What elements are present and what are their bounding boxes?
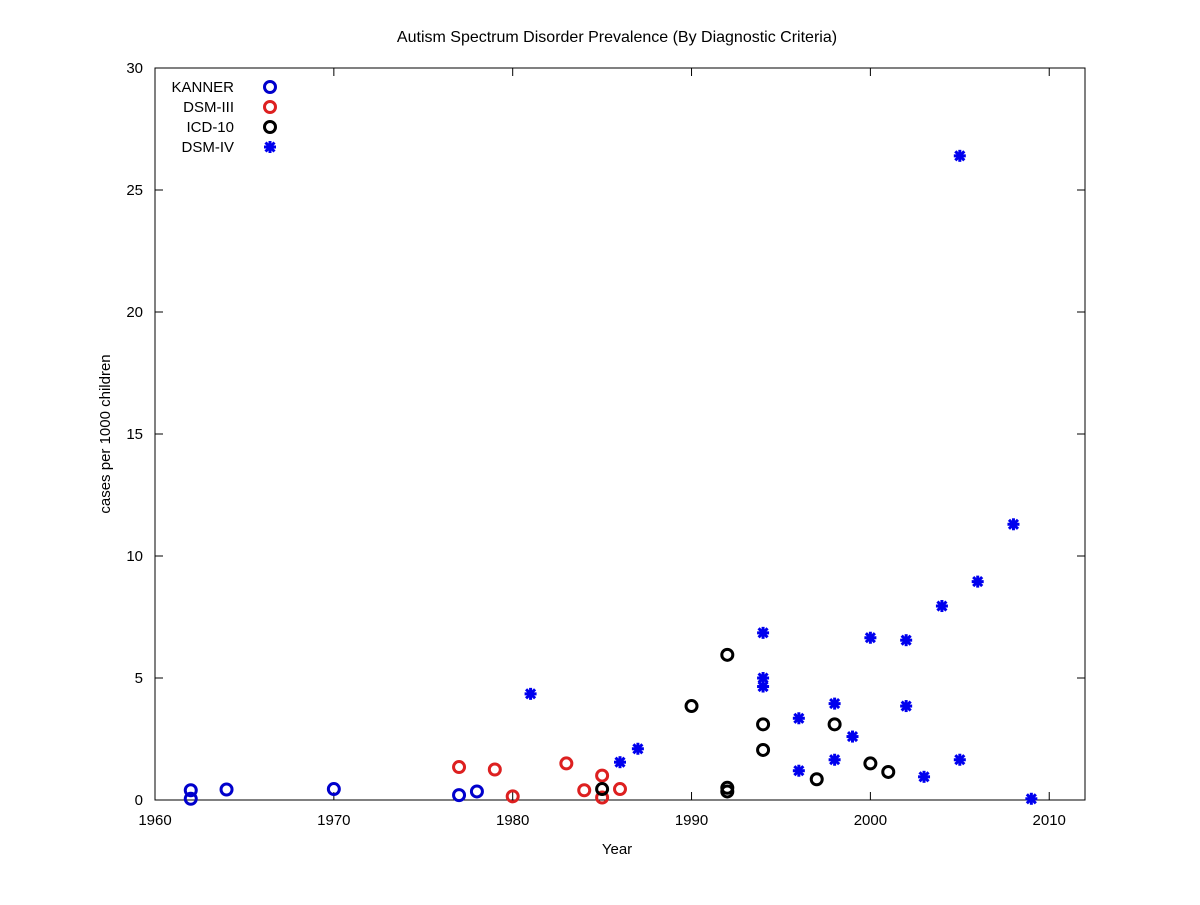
axis-ticks: 1960 1970 1980 1990 2000 2010 0 5 10 15 20 25 30 (126, 60, 1085, 829)
data-point-kanner (183, 791, 198, 806)
data-point-dsm-iv (846, 730, 859, 743)
y-tick-label: 20 (126, 304, 143, 321)
data-point-dsm-iii (505, 789, 520, 804)
data-point-dsm-iv (900, 634, 913, 647)
data-point-dsm-iv (828, 697, 841, 710)
data-point-dsm-iv (1025, 792, 1038, 805)
x-axis-label: Year (602, 841, 632, 858)
data-point-dsm-iv (900, 700, 913, 713)
x-tick-label: 1990 (675, 812, 708, 829)
data-point-dsm-iv (792, 764, 805, 777)
data-point-icd-10 (595, 782, 610, 797)
data-point-icd-10 (684, 699, 699, 714)
x-tick-label: 1970 (317, 812, 350, 829)
x-tick-label: 2000 (854, 812, 887, 829)
data-point-dsm-iii (487, 762, 502, 777)
y-tick-label: 5 (135, 670, 143, 687)
plot-frame (154, 67, 1086, 801)
chart-title: Autism Spectrum Disorder Prevalence (By … (397, 29, 837, 46)
y-tick-label: 30 (126, 60, 143, 77)
x-tick-label: 2010 (1033, 812, 1066, 829)
x-tick-label: 1960 (138, 812, 171, 829)
x-tick-label: 1980 (496, 812, 529, 829)
data-point-icd-10 (863, 756, 878, 771)
data-point-dsm-iv (631, 742, 644, 755)
legend: KANNER DSM-III ICD-10 DSM-IV (171, 79, 277, 156)
data-point-dsm-iii (595, 790, 610, 805)
legend-label-kanner: KANNER (171, 79, 234, 96)
data-point-icd-10 (756, 717, 771, 732)
data-point-dsm-iv (864, 631, 877, 644)
data-point-dsm-iv (953, 753, 966, 766)
data-point-dsm-iv (792, 712, 805, 725)
data-point-dsm-iii (595, 768, 610, 783)
data-point-dsm-iv (918, 770, 931, 783)
data-point-dsm-iv (757, 680, 770, 693)
y-axis-label: cases per 1000 children (97, 354, 114, 513)
data-point-icd-10 (720, 647, 735, 662)
y-tick-label: 25 (126, 182, 143, 199)
y-tick-label: 0 (135, 792, 143, 809)
data-point-dsm-iv (757, 626, 770, 639)
data-point-dsm-iv (524, 687, 537, 700)
data-point-dsm-iv (953, 149, 966, 162)
legend-label-icd-10: ICD-10 (186, 119, 234, 136)
data-point-kanner (326, 782, 341, 797)
data-point-icd-10 (827, 717, 842, 732)
data-point-icd-10 (881, 764, 896, 779)
data-point-dsm-iv (1007, 518, 1020, 531)
data-point-icd-10 (756, 742, 771, 757)
data-point-dsm-iii (577, 783, 592, 798)
data-point-dsm-iv (935, 600, 948, 613)
legend-marker-dsm-iv (264, 141, 276, 153)
legend-marker-kanner (263, 80, 277, 94)
data-points (183, 149, 1038, 806)
legend-marker-dsm-iii (263, 100, 277, 114)
data-point-dsm-iv (828, 753, 841, 766)
data-point-kanner (452, 788, 467, 803)
y-tick-label: 15 (126, 426, 143, 443)
data-point-kanner (469, 784, 484, 799)
data-point-icd-10 (720, 784, 735, 799)
data-point-kanner (183, 783, 198, 798)
legend-label-dsm-iii: DSM-III (183, 99, 234, 116)
data-point-kanner (219, 782, 234, 797)
data-point-dsm-iii (559, 756, 574, 771)
data-point-dsm-iv (971, 575, 984, 588)
legend-marker-icd-10 (263, 120, 277, 134)
data-point-dsm-iv (614, 756, 626, 769)
data-point-dsm-iii (613, 782, 627, 797)
data-point-dsm-iii (452, 760, 467, 775)
legend-label-dsm-iv: DSM-IV (182, 139, 235, 156)
y-tick-label: 10 (126, 548, 143, 565)
data-point-icd-10 (809, 772, 824, 787)
